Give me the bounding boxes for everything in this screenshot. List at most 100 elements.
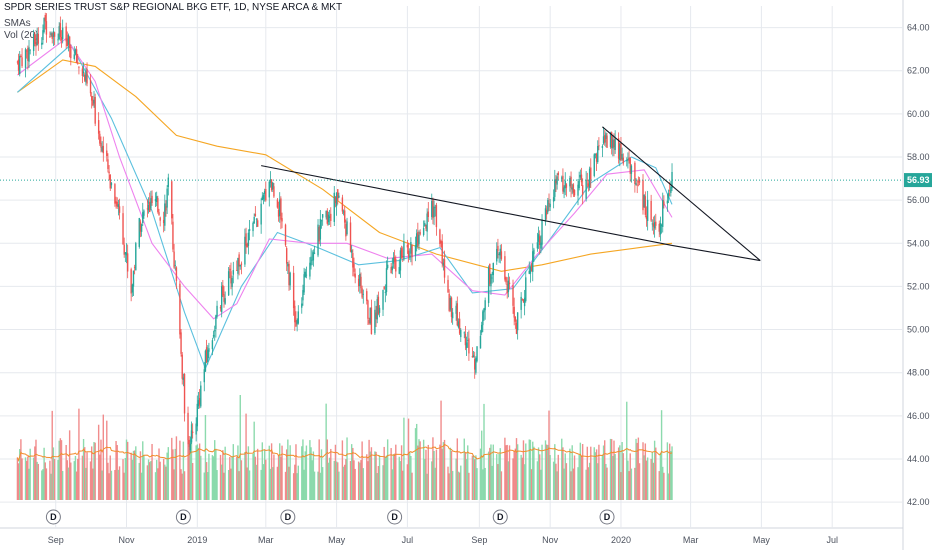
candle-body — [552, 197, 555, 202]
candle-body — [139, 221, 142, 232]
volume-bar — [484, 467, 486, 500]
volume-bar — [614, 454, 616, 500]
indicator-smas-label[interactable]: SMAs — [4, 18, 31, 29]
candle-body — [417, 231, 419, 246]
volume-bar — [296, 473, 298, 500]
volume-bar — [398, 456, 400, 500]
volume-bar — [533, 446, 535, 500]
candle-body — [285, 248, 288, 264]
volume-bar — [422, 439, 425, 500]
candle-body — [645, 215, 648, 220]
candle-body — [544, 208, 547, 222]
volume-bar — [123, 472, 125, 500]
candle-body — [400, 248, 403, 258]
volume-bar — [370, 447, 373, 500]
dividend-marker[interactable] — [492, 509, 508, 525]
candle-body — [628, 157, 630, 162]
candle-body — [458, 318, 461, 334]
candle-body — [653, 222, 656, 229]
dividend-marker[interactable] — [175, 509, 191, 525]
volume-bar — [642, 442, 644, 500]
volume-bar — [188, 445, 190, 500]
volume-bar — [367, 461, 369, 500]
candle-body — [265, 189, 267, 201]
y-tick-label: 46.00 — [907, 411, 930, 421]
candle-body — [497, 245, 499, 252]
candle-body — [359, 273, 361, 287]
volume-bar — [465, 459, 468, 500]
dividend-marker[interactable] — [387, 509, 403, 525]
candle-body — [395, 259, 397, 272]
candle-body — [479, 336, 482, 349]
candle-body — [301, 303, 303, 308]
volume-bar — [598, 444, 600, 500]
volume-bar — [645, 460, 648, 500]
volume-bar — [51, 410, 53, 500]
dividend-marker[interactable] — [280, 509, 296, 525]
volume-bar — [106, 420, 108, 500]
candle-body — [279, 199, 281, 216]
candle-body — [606, 135, 608, 148]
volume-bar — [197, 447, 200, 500]
candle-body — [166, 188, 168, 208]
dividend-marker[interactable] — [45, 509, 61, 525]
candle-body — [536, 242, 539, 249]
volume-bar — [663, 472, 665, 500]
candle-body — [354, 273, 356, 278]
candle-body — [506, 283, 508, 294]
volume-bar — [284, 471, 287, 500]
candle-body — [175, 267, 178, 281]
volume-bar — [195, 445, 197, 500]
volume-bar — [670, 450, 672, 500]
volume-bar — [580, 455, 583, 500]
candle-body — [109, 174, 111, 189]
volume-bar — [230, 468, 232, 500]
candle-body — [187, 412, 189, 441]
candle-body — [181, 354, 183, 379]
candle-body — [669, 190, 671, 192]
volume-bar — [378, 455, 381, 500]
candle-body — [326, 210, 329, 224]
candle-body — [77, 62, 79, 64]
volume-bar — [417, 445, 419, 500]
candle-body — [261, 196, 264, 201]
volume-bar — [97, 424, 100, 500]
dividend-marker[interactable] — [599, 509, 615, 525]
candle-body — [384, 291, 387, 293]
candle-body — [392, 257, 395, 264]
volume-bar — [50, 473, 52, 500]
candle-body — [66, 38, 69, 47]
volume-bar — [208, 453, 210, 500]
volume-bar — [326, 439, 329, 500]
volume-bar — [395, 444, 397, 500]
volume-bar — [595, 449, 598, 500]
candle-body — [407, 250, 410, 257]
volume-bar — [321, 467, 324, 500]
volume-bar — [312, 451, 315, 500]
volume-bar — [467, 445, 469, 500]
volume-bar — [500, 471, 503, 500]
candle-body — [304, 271, 306, 278]
volume-bar — [224, 446, 226, 500]
volume-bar — [590, 446, 592, 500]
volume-bar — [317, 471, 319, 500]
volume-bar — [139, 451, 142, 500]
volume-bar — [629, 453, 631, 500]
volume-bar — [579, 442, 582, 500]
volume-bar — [520, 454, 522, 500]
volume-bar — [269, 468, 272, 500]
indicator-volume-label[interactable]: Vol (20) — [4, 30, 39, 41]
volume-bar — [198, 443, 201, 500]
candle-body — [140, 224, 143, 232]
volume-bar — [320, 449, 323, 500]
candle-body — [220, 286, 223, 313]
volume-bar — [377, 466, 380, 500]
candle-body — [32, 34, 35, 52]
candle-body — [36, 33, 38, 46]
volume-bar — [279, 443, 281, 500]
candle-body — [42, 30, 44, 40]
candle-body — [255, 218, 258, 220]
volume-bar — [297, 465, 299, 500]
candle-body — [277, 209, 280, 217]
